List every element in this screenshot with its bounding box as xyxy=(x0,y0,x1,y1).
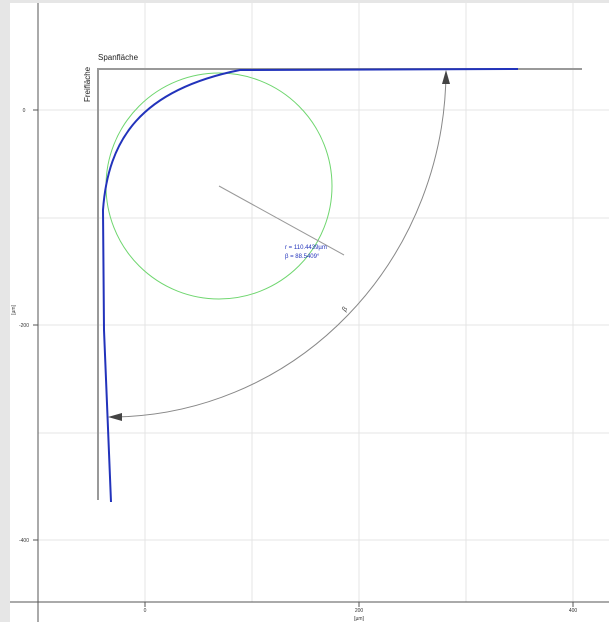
x-tick-label: 0 xyxy=(144,608,147,614)
angle-arc xyxy=(111,71,447,418)
flank-face-label: Freifläche xyxy=(83,66,92,102)
rake-face-label: Spanfläche xyxy=(98,53,139,62)
radius-label: r = 110.4439µm xyxy=(285,245,327,251)
x-axis-label: [µm] xyxy=(354,616,364,622)
y-tick-label: 0 xyxy=(23,108,26,114)
measured-profile xyxy=(101,68,519,503)
y-tick-label: -400 xyxy=(19,538,29,544)
plot-area xyxy=(10,3,609,622)
arrowhead xyxy=(442,70,450,84)
y-tick-label: -200 xyxy=(19,323,29,329)
arrowhead xyxy=(108,413,122,421)
angle-symbol: β xyxy=(341,306,349,314)
tick-labels: 0 -200 -400 [µm] 0 200 400 [µm] xyxy=(11,108,577,622)
wedge-angle-label: β = 88.5409° xyxy=(285,254,320,260)
x-tick-label: 400 xyxy=(569,608,578,614)
y-axis-label: [µm] xyxy=(11,304,17,314)
x-tick-label: 200 xyxy=(355,608,364,614)
radius-line xyxy=(218,185,345,256)
axes xyxy=(10,3,609,622)
